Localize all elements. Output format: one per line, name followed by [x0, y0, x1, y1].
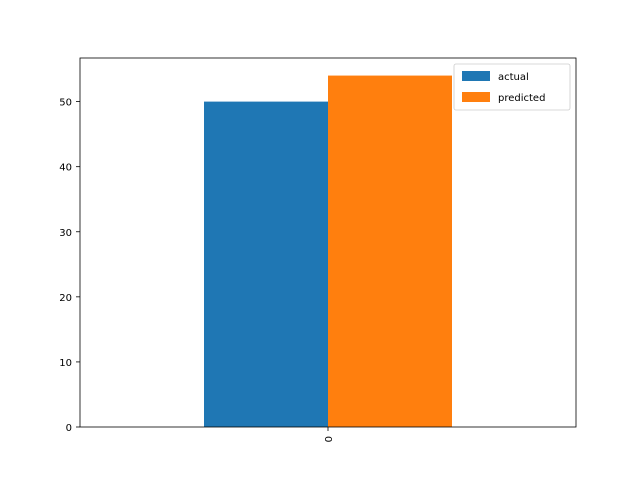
y-tick-label: 50: [59, 98, 72, 109]
axes: 0 0 10 20 30 40 50: [59, 57, 577, 442]
x-tick-label: 0: [324, 436, 335, 442]
legend-swatch-predicted: [462, 92, 490, 102]
legend-swatch-actual: [462, 71, 490, 81]
y-tick-label: 30: [59, 228, 72, 239]
legend-label-actual: actual: [498, 72, 529, 83]
y-tick-label: 40: [59, 163, 72, 174]
bar-predicted-0: [328, 75, 452, 428]
y-tick-label: 10: [59, 358, 72, 369]
bar-actual-0: [204, 101, 328, 427]
axes-frame: [79, 57, 577, 428]
bars: [204, 75, 452, 428]
legend-label-predicted: predicted: [498, 93, 545, 104]
y-tick-label: 0: [66, 423, 72, 434]
legend: actual predicted: [453, 63, 571, 111]
y-tick-label: 20: [59, 293, 72, 304]
